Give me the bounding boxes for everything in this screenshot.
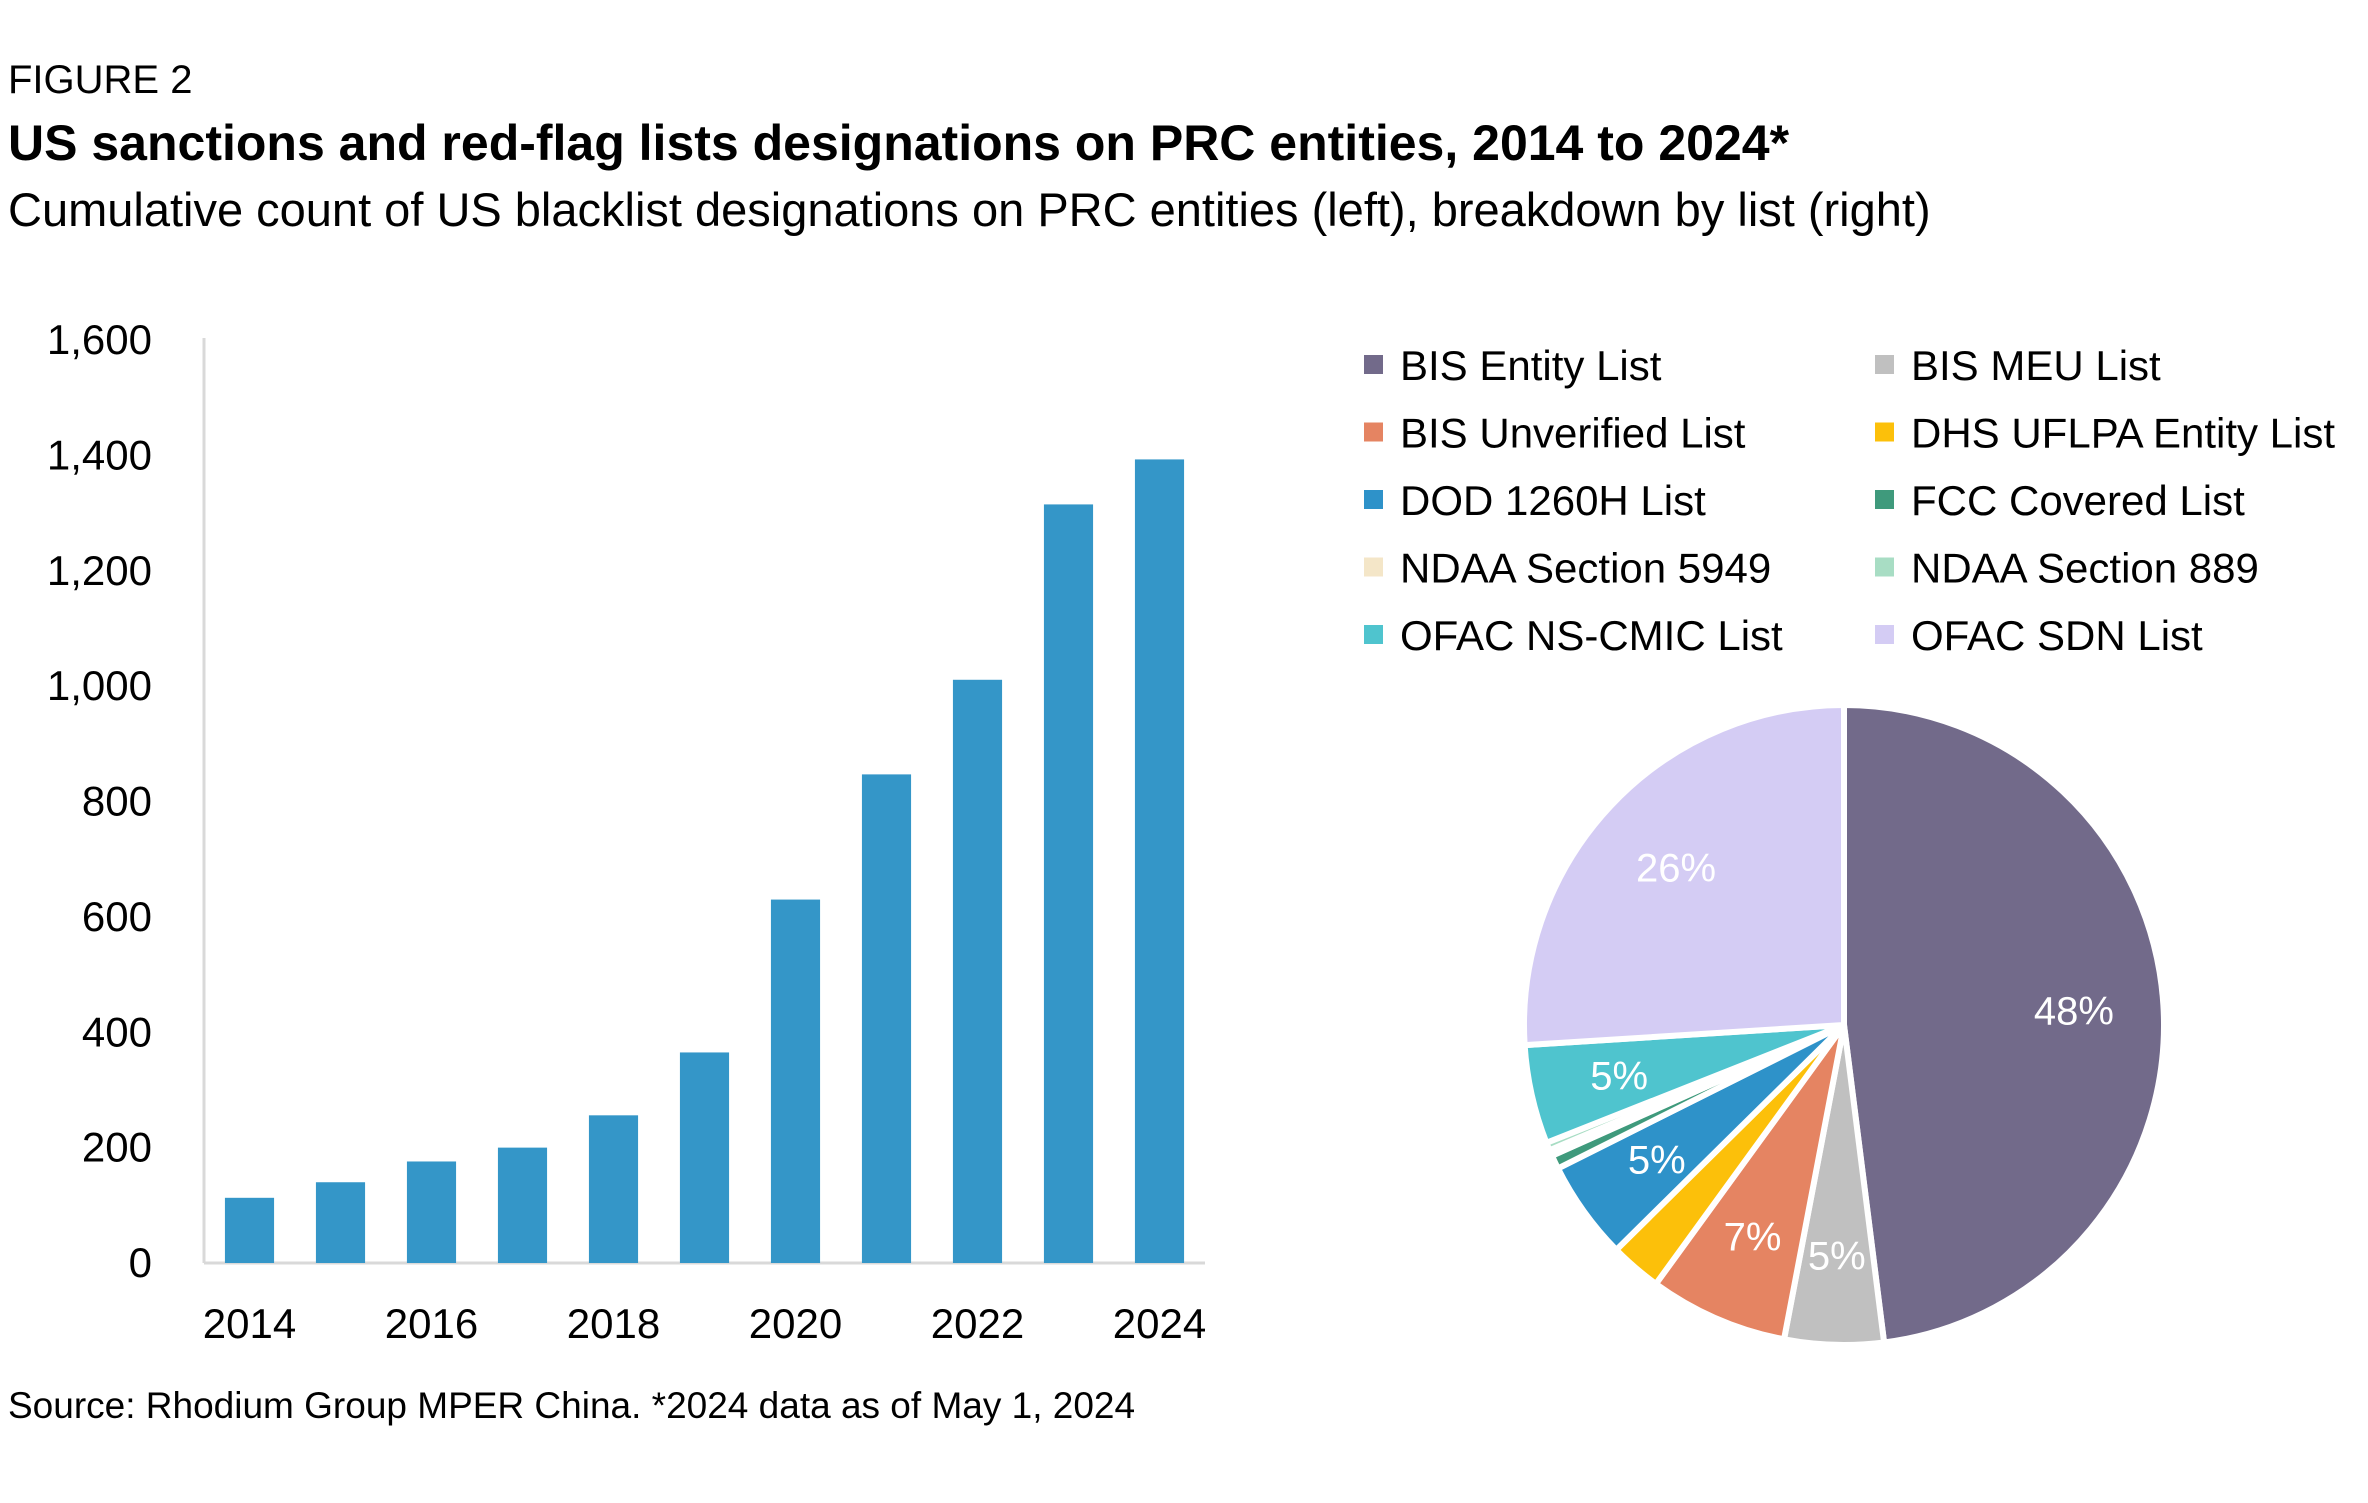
legend-label: DHS UFLPA Entity List (1911, 410, 2335, 457)
x-tick-label: 2020 (749, 1300, 842, 1347)
legend-label: NDAA Section 889 (1911, 545, 2259, 592)
y-tick-label: 1,000 (47, 662, 152, 709)
bar (224, 1197, 275, 1263)
legend-swatch (1875, 422, 1894, 442)
y-tick-label: 1,600 (47, 316, 152, 363)
x-tick-label: 2014 (203, 1300, 296, 1347)
x-tick-label: 2018 (567, 1300, 660, 1347)
slice-data-label: 5% (1628, 1138, 1686, 1182)
bar (588, 1115, 639, 1263)
legend-label: OFAC NS-CMIC List (1400, 612, 1783, 659)
legend-label: BIS Unverified List (1400, 410, 1746, 457)
slice-data-label: 48% (2034, 990, 2114, 1034)
legend-label: OFAC SDN List (1911, 612, 2203, 659)
pie-legend: BIS Entity List BIS MEU List BIS Unverifie… (1364, 342, 2335, 659)
legend-label: FCC Covered List (1911, 477, 2245, 524)
bar (315, 1182, 366, 1263)
chart-subtitle: Cumulative count of US blacklist designa… (8, 183, 1931, 236)
legend-label: NDAA Section 5949 (1400, 545, 1771, 592)
y-tick-label: 800 (82, 778, 152, 825)
legend-swatch (1364, 557, 1383, 577)
legend-label: DOD 1260H List (1400, 477, 1706, 524)
slice-data-label: 7% (1724, 1215, 1782, 1259)
source-note: Source: Rhodium Group MPER China. *2024 … (8, 1385, 1136, 1426)
bar (406, 1161, 457, 1263)
y-tick-label: 1,400 (47, 431, 152, 478)
y-tick-label: 0 (129, 1239, 152, 1286)
bar-chart: 0 200 400 600 800 1,000 1,200 1,400 1,600 2014 201… (47, 316, 1206, 1347)
bar (497, 1147, 548, 1263)
bar (679, 1052, 730, 1263)
bar (861, 774, 912, 1263)
legend-swatch (1364, 625, 1383, 644)
bar (1043, 504, 1094, 1263)
bar (770, 899, 821, 1263)
x-tick-label: 2024 (1113, 1300, 1206, 1347)
bar (952, 679, 1003, 1263)
y-tick-label: 200 (82, 1124, 152, 1171)
bar (1134, 459, 1185, 1264)
chart-title: US sanctions and red-flag lists designat… (8, 115, 1790, 171)
legend-label: BIS MEU List (1911, 342, 2161, 389)
legend-swatch (1364, 355, 1383, 374)
legend-swatch (1875, 557, 1894, 577)
legend-swatch (1875, 625, 1894, 644)
pie-slice (1521, 702, 1847, 1049)
x-tick-label: 2016 (385, 1300, 478, 1347)
slice-data-label: 5% (1590, 1054, 1648, 1098)
pie-slice (1652, 1022, 1847, 1343)
y-tick-label: 600 (82, 893, 152, 940)
figure-label: FIGURE 2 (8, 58, 193, 102)
x-tick-label: 2022 (931, 1300, 1024, 1347)
legend-swatch (1875, 355, 1894, 374)
legend-swatch (1364, 422, 1383, 442)
pie-chart: 48% 5% 7% 5% 5% 26% (1521, 702, 2168, 1348)
legend-label: BIS Entity List (1400, 342, 1662, 389)
y-tick-label: 1,200 (47, 547, 152, 594)
pie-slice (1841, 702, 2168, 1346)
y-tick-label: 400 (82, 1008, 152, 1055)
slice-data-label: 5% (1808, 1234, 1866, 1278)
legend-swatch (1364, 490, 1383, 509)
legend-swatch (1875, 490, 1894, 509)
slice-data-label: 26% (1636, 846, 1716, 890)
